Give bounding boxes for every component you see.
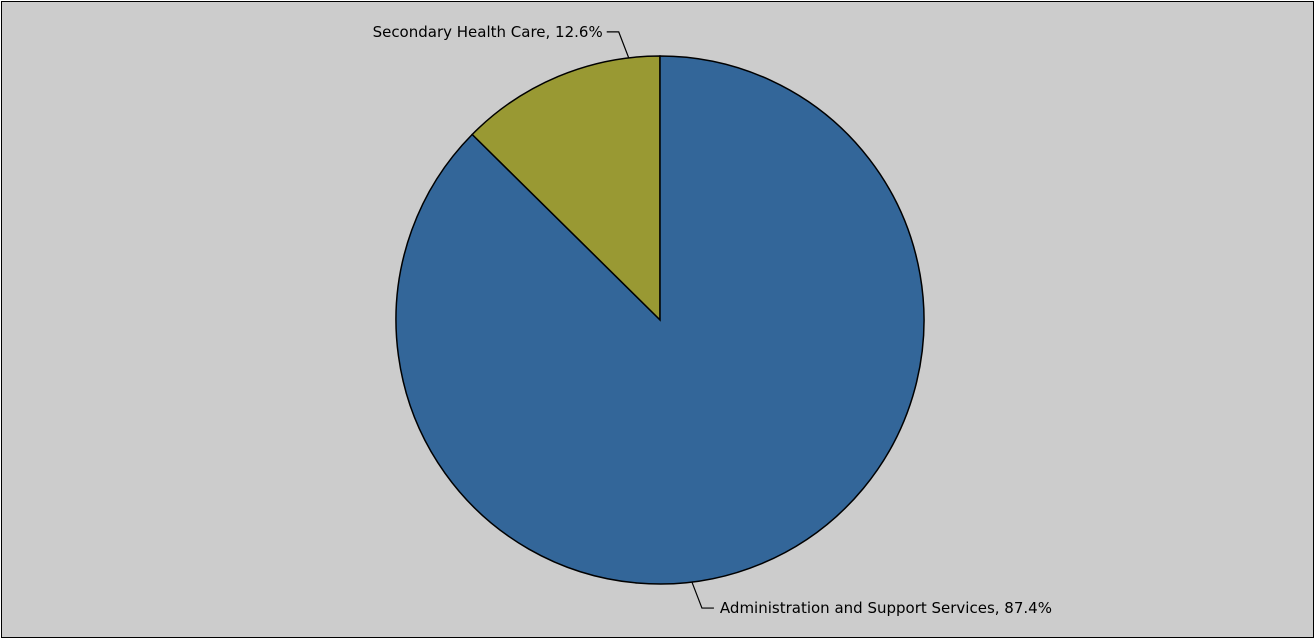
leader-line-1 [691,581,714,609]
slice-label-administration-and-support-services: Administration and Support Services, 87.… [720,599,1052,617]
leader-line-0 [606,31,630,59]
pie-slice-administration-and-support-services [395,55,925,585]
slice-label-secondary-health-care: Secondary Health Care, 12.6% [373,23,603,41]
pie-slice-secondary-health-care [471,55,661,322]
